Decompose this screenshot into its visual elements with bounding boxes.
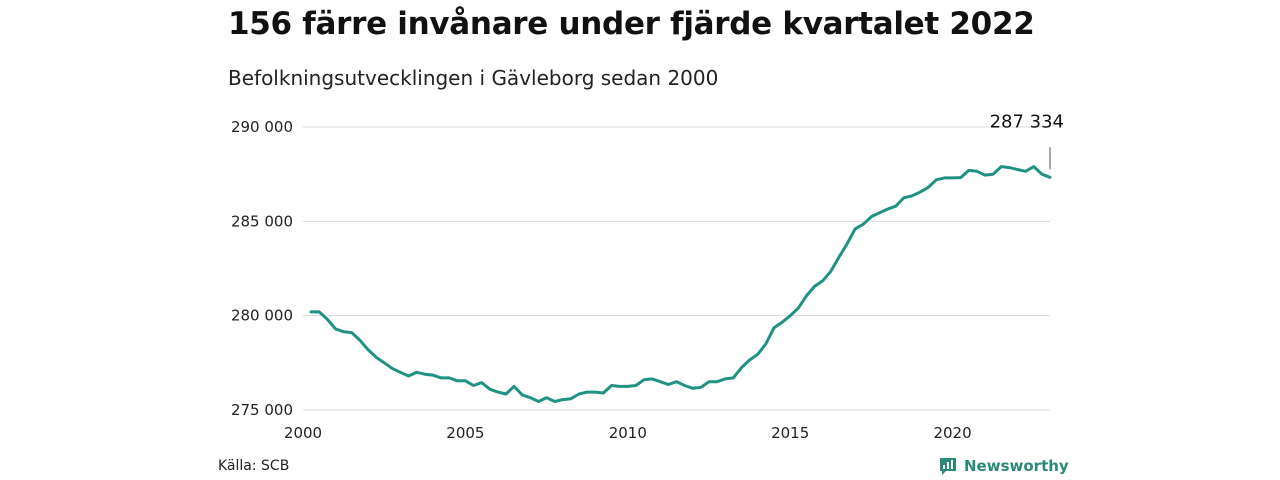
- chart-subtitle: Befolkningsutvecklingen i Gävleborg seda…: [228, 66, 719, 90]
- line-chart: 275 000 280 000 285 000 290 000 2000 2005 201…: [231, 111, 1064, 442]
- brand-name: Newsworthy: [964, 457, 1069, 475]
- x-tick-label: 2010: [609, 424, 647, 442]
- x-tick-label: 2020: [933, 424, 971, 442]
- x-axis-ticks: 2000 2005 2010 2015 2020: [284, 424, 972, 442]
- y-tick-label: 280 000: [231, 307, 293, 325]
- brand-logo[interactable]: Newsworthy: [938, 456, 1069, 476]
- source-note: Källa: SCB: [218, 458, 290, 474]
- y-axis-ticks: 275 000 280 000 285 000 290 000: [231, 118, 293, 419]
- last-value-label: 287 334: [990, 111, 1064, 132]
- x-tick-label: 2015: [771, 424, 809, 442]
- chart-title: 156 färre invånare under fjärde kvartale…: [228, 6, 1035, 42]
- gridlines: [303, 126, 1050, 411]
- y-tick-label: 290 000: [231, 118, 293, 136]
- bar-chart-badge-icon: [940, 458, 956, 475]
- y-tick-label: 285 000: [231, 212, 293, 230]
- series-line-population: [309, 165, 1052, 403]
- x-tick-label: 2000: [284, 424, 322, 442]
- x-tick-label: 2005: [446, 424, 484, 442]
- y-tick-label: 275 000: [231, 401, 293, 419]
